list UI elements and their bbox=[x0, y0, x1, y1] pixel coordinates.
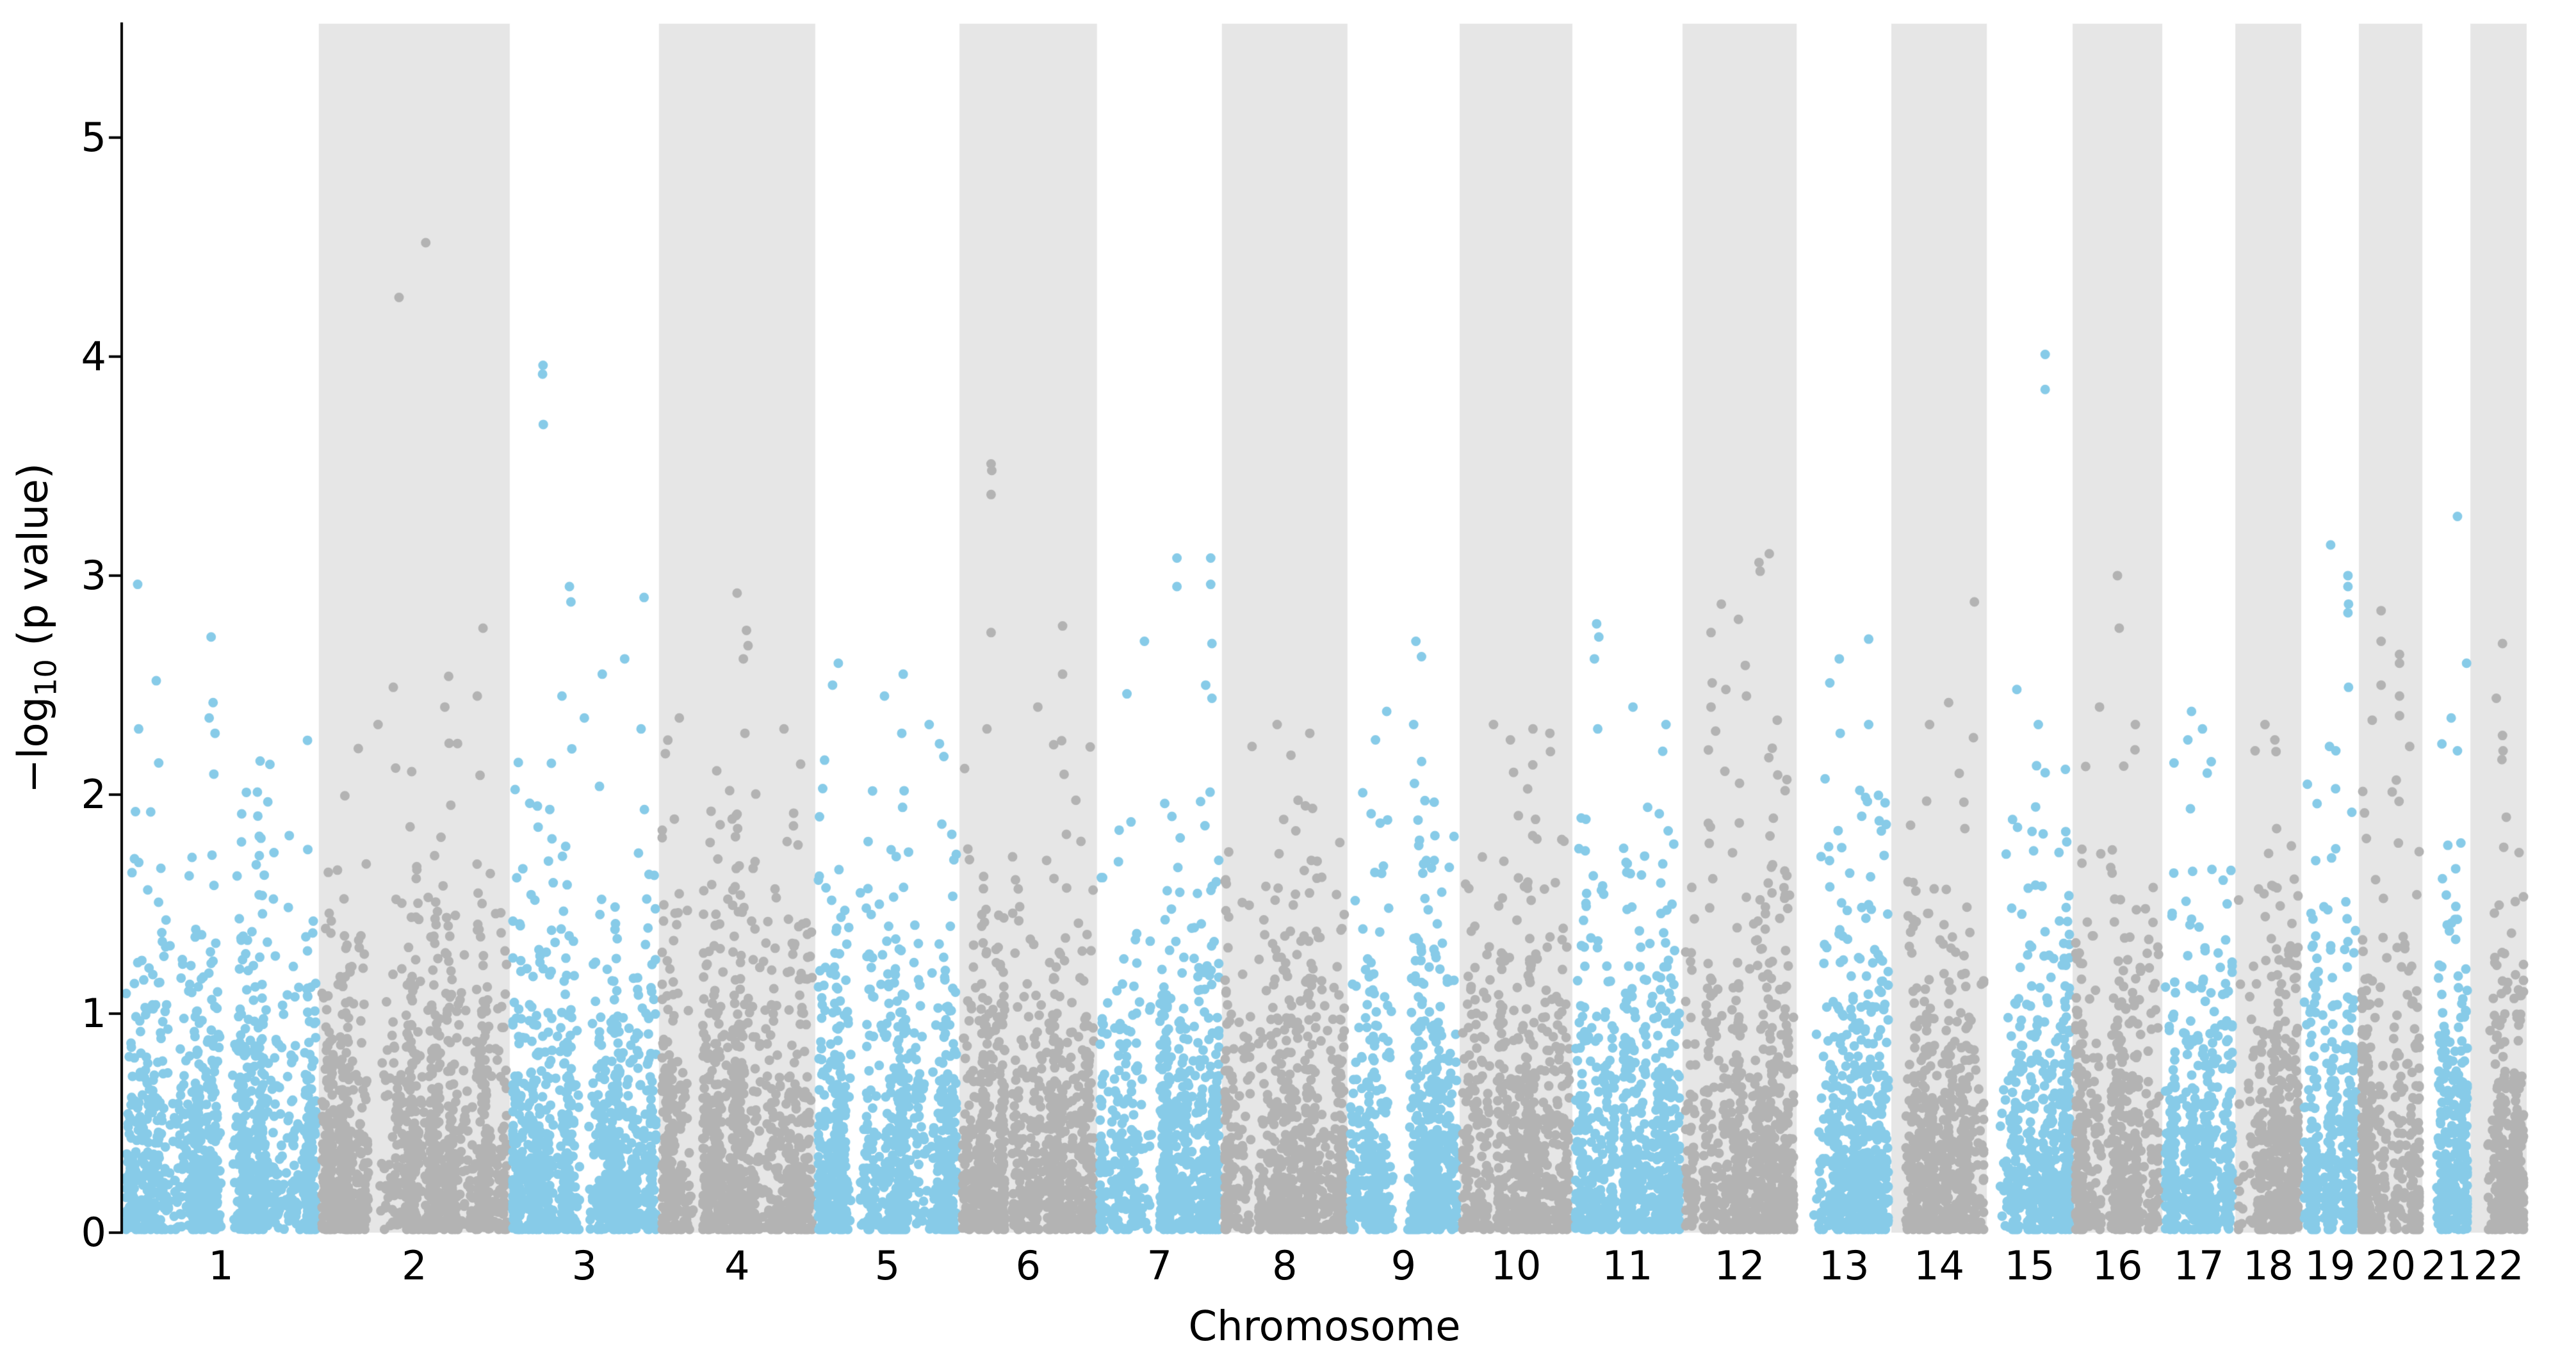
manhattan-plot-canvas bbox=[0, 0, 2576, 1362]
